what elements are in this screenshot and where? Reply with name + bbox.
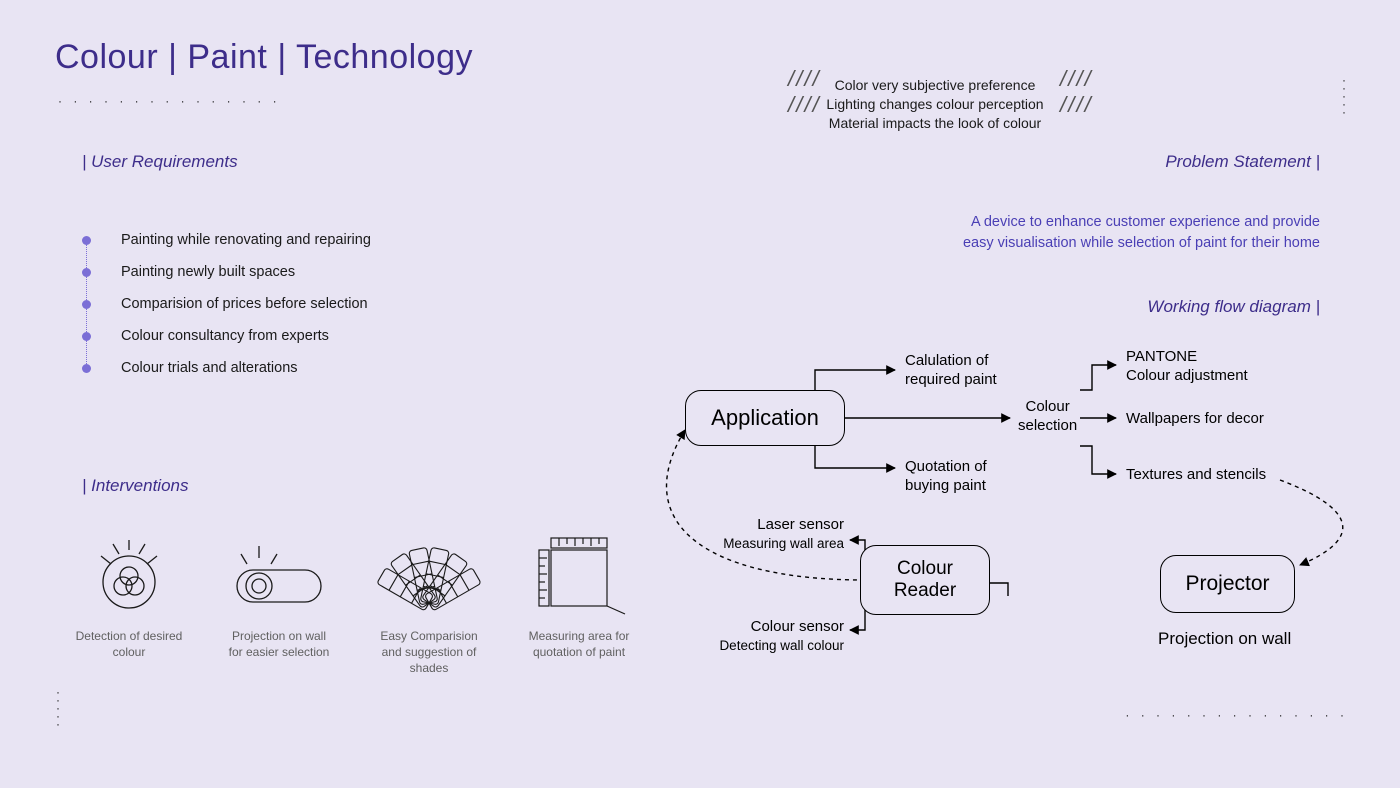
requirement-item: Colour consultancy from experts xyxy=(82,320,371,352)
decor-dots-bl: ····· xyxy=(56,688,60,728)
section-working-flow: Working flow diagram | xyxy=(1147,297,1320,317)
requirement-label: Colour trials and alterations xyxy=(121,360,298,376)
flow-label-calculation: Calulation of required paint xyxy=(905,352,997,390)
requirement-label: Painting while renovating and repairing xyxy=(121,232,371,248)
section-interventions: | Interventions xyxy=(82,476,188,496)
page-title: Colour | Paint | Technology xyxy=(55,38,473,77)
context-line: Lighting changes colour perception xyxy=(826,96,1043,112)
intervention-measure: Measuring area for quotation of paint xyxy=(524,528,634,677)
context-line: Material impacts the look of colour xyxy=(829,115,1041,131)
intervention-caption: Measuring area for quotation of paint xyxy=(524,628,634,660)
flow-label-textures: Textures and stencils xyxy=(1126,466,1266,485)
flow-node-colour-reader: Colour Reader xyxy=(860,545,990,615)
requirement-label: Colour consultancy from experts xyxy=(121,328,329,344)
intervention-caption: Detection of desired colour xyxy=(74,628,184,660)
requirement-item: Colour trials and alterations xyxy=(82,352,371,384)
section-problem-statement: Problem Statement | xyxy=(1165,152,1320,172)
intervention-swatch: Easy Comparision and suggestion of shade… xyxy=(374,528,484,677)
decor-slashes-left: / / / // / / / xyxy=(788,66,817,118)
decor-dots-tl: · · · · · · · · · · · · · · · xyxy=(58,94,281,108)
requirement-item: Painting while renovating and repairing xyxy=(82,224,371,256)
bullet-icon xyxy=(82,300,91,309)
flow-label-pantone: PANTONE Colour adjustment xyxy=(1126,348,1248,386)
context-text: Color very subjective preference Lightin… xyxy=(820,76,1050,133)
requirement-label: Comparision of prices before selection xyxy=(121,296,368,312)
requirement-item: Comparision of prices before selection xyxy=(82,288,371,320)
projector-icon xyxy=(229,528,329,618)
flow-node-projector: Projector xyxy=(1160,555,1295,613)
bullet-icon xyxy=(82,268,91,277)
flow-diagram: Application Colour Reader Projector Calu… xyxy=(640,340,1360,680)
requirement-item: Painting newly built spaces xyxy=(82,256,371,288)
intervention-projection: Projection on wall for easier selection xyxy=(224,528,334,677)
problem-statement-body: A device to enhance customer experience … xyxy=(960,212,1320,254)
intervention-caption: Projection on wall for easier selection xyxy=(224,628,334,660)
context-line: Color very subjective preference xyxy=(835,77,1036,93)
section-user-requirements: | User Requirements xyxy=(82,152,238,172)
flow-label-colour-selection: Colour selection xyxy=(1018,398,1077,436)
flow-label-csensor-title: Colour sensor xyxy=(751,618,844,635)
flow-label-colour-sensor: Colour sensor Detecting wall colour xyxy=(704,618,844,656)
decor-slashes-right: / / / // / / / xyxy=(1060,66,1089,118)
flow-label-laser-sub: Measuring wall area xyxy=(723,536,844,551)
flow-label-projection-wall: Projection on wall xyxy=(1158,628,1291,649)
bullet-icon xyxy=(82,332,91,341)
interventions-row: Detection of desired colour Projection o… xyxy=(74,528,634,677)
flow-node-application: Application xyxy=(685,390,845,446)
requirements-list: Painting while renovating and repairing … xyxy=(82,224,371,384)
fan-swatch-icon xyxy=(374,528,484,618)
decor-dots-br: · · · · · · · · · · · · · · · xyxy=(1125,708,1348,722)
flow-label-laser-title: Laser sensor xyxy=(757,516,844,533)
ruler-icon xyxy=(529,528,629,618)
bullet-icon xyxy=(82,364,91,373)
flow-label-laser: Laser sensor Measuring wall area xyxy=(718,516,844,554)
bullet-icon xyxy=(82,236,91,245)
flow-label-wallpapers: Wallpapers for decor xyxy=(1126,410,1264,429)
flow-label-csensor-sub: Detecting wall colour xyxy=(719,638,844,653)
venn-icon xyxy=(89,528,169,618)
intervention-caption: Easy Comparision and suggestion of shade… xyxy=(374,628,484,677)
decor-dots-tr: ····· xyxy=(1342,76,1346,116)
requirement-label: Painting newly built spaces xyxy=(121,264,295,280)
flow-label-quotation: Quotation of buying paint xyxy=(905,458,987,496)
intervention-detection: Detection of desired colour xyxy=(74,528,184,677)
